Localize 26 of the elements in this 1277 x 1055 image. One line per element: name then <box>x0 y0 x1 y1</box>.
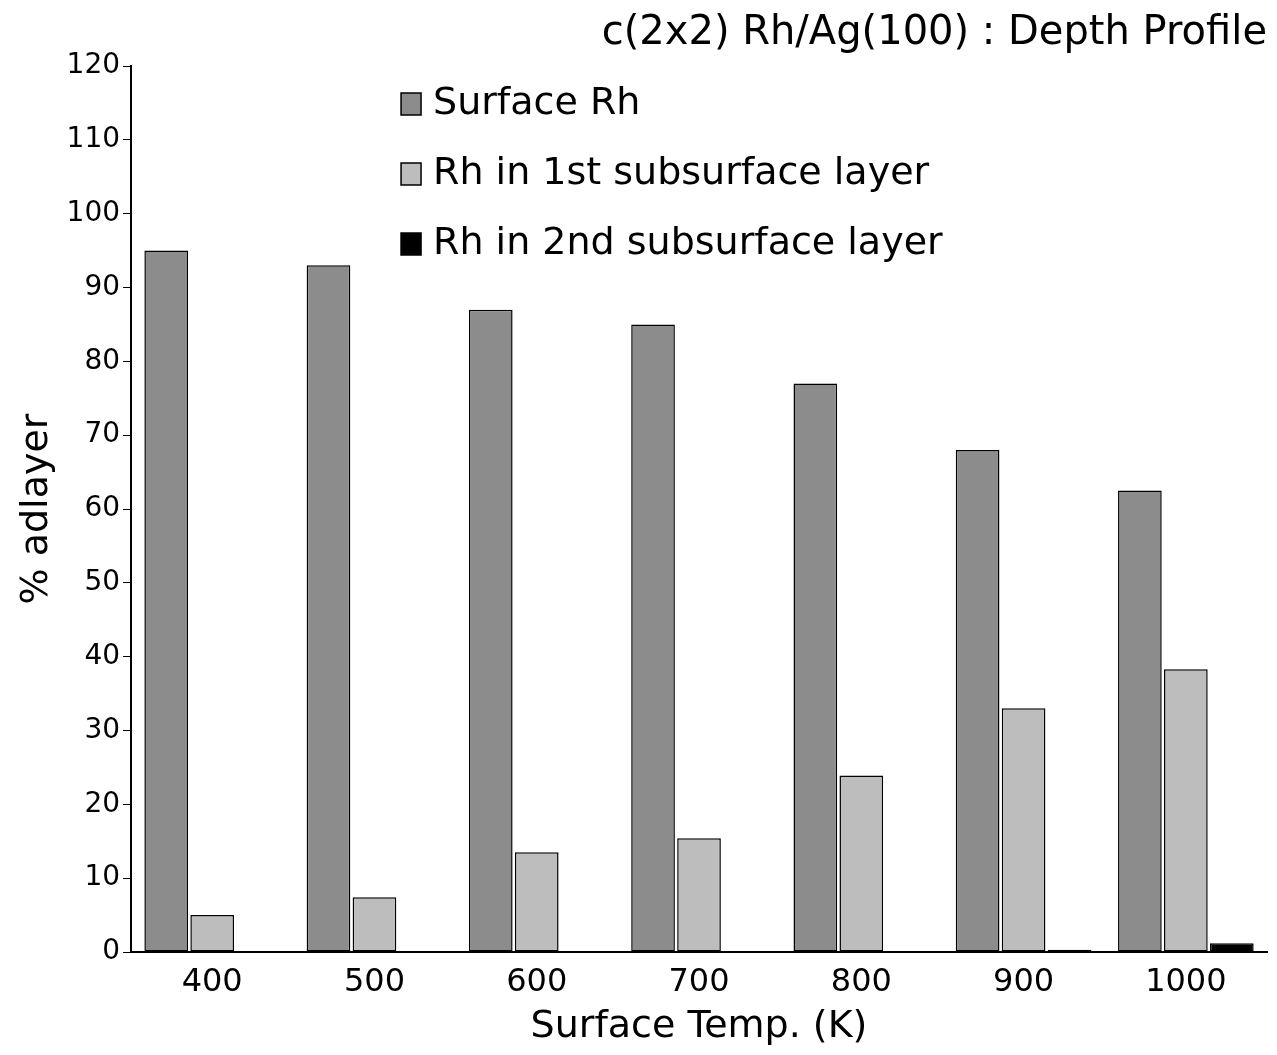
y-tick-label: 60 <box>84 490 121 524</box>
y-tick-label: 100 <box>66 194 121 228</box>
y-tick-label: 30 <box>84 711 121 745</box>
y-tick-label: 10 <box>84 859 121 893</box>
legend-label: Rh in 1st subsurface layer <box>433 148 930 193</box>
x-tick-label: 1000 <box>1145 960 1227 999</box>
x-axis-title: Surface Temp. (K) <box>530 1002 868 1047</box>
x-tick-label: 600 <box>506 960 568 999</box>
chart-title: c(2x2) Rh/Ag(100) : Depth Profile <box>601 7 1267 54</box>
x-tick-label: 400 <box>181 960 243 999</box>
x-tick-label: 700 <box>668 960 730 999</box>
y-axis-title: % adlayer <box>11 413 56 605</box>
legend-label: Rh in 2nd subsurface layer <box>433 218 944 263</box>
y-tick-label: 90 <box>84 268 121 302</box>
y-tick-label: 20 <box>84 785 121 819</box>
y-tick-label: 70 <box>84 416 121 450</box>
y-tick-label: 50 <box>84 564 121 598</box>
x-tick-label: 800 <box>830 960 892 999</box>
x-tick-label: 900 <box>993 960 1055 999</box>
x-tick-label: 500 <box>343 960 405 999</box>
y-tick-label: 40 <box>84 637 121 671</box>
y-tick-label: 0 <box>102 933 121 967</box>
y-tick-label: 110 <box>66 121 121 155</box>
y-tick-label: 80 <box>84 342 121 376</box>
y-tick-label: 120 <box>66 47 121 81</box>
legend-label: Surface Rh <box>433 78 641 123</box>
